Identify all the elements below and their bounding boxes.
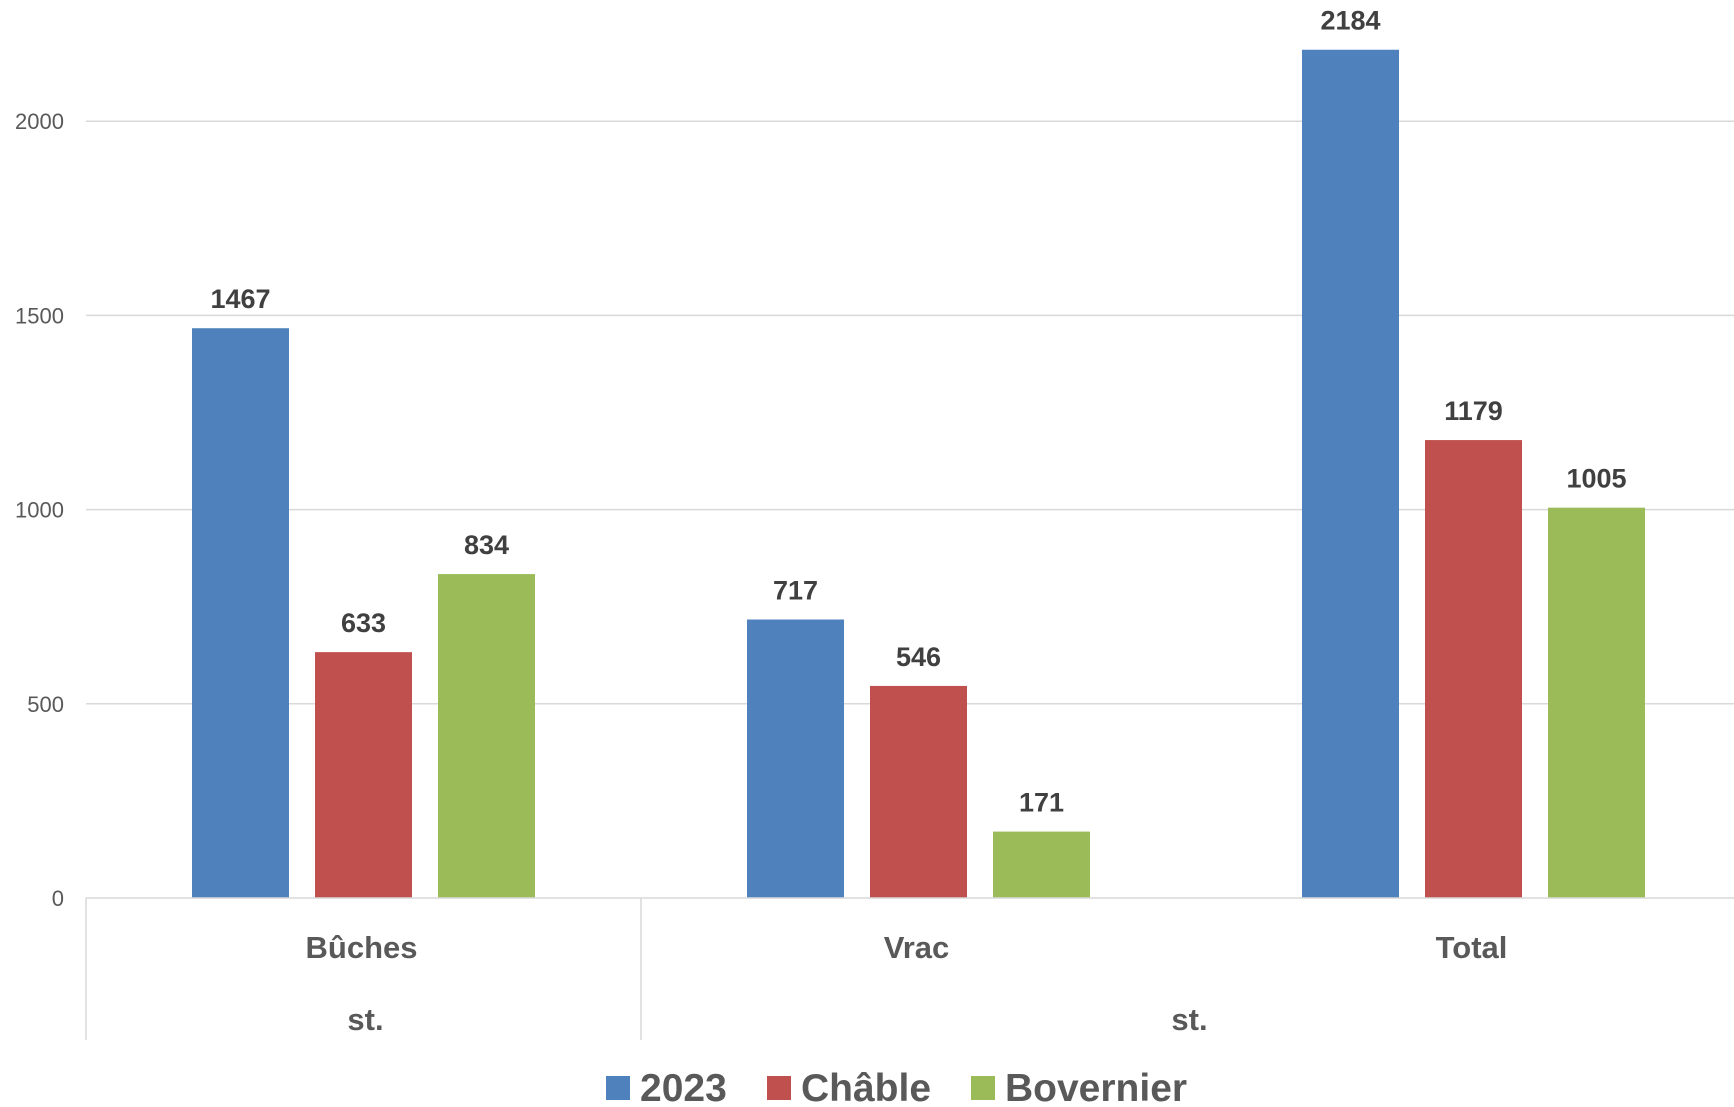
legend-label: Bovernier (1005, 1067, 1187, 1107)
y-axis-ticks: 0 500 1000 1500 2000 (15, 109, 64, 911)
bar (1302, 49, 1399, 899)
x-axis (85, 897, 1734, 1040)
data-label: 546 (896, 642, 941, 672)
legend-item[interactable]: 2023 (606, 1067, 727, 1107)
legend-swatch (767, 1076, 791, 1100)
y-tick-label: 2000 (15, 109, 64, 134)
category-labels: Bûches Vrac Total st. st. (306, 930, 1508, 1037)
bar (993, 831, 1090, 898)
legend-label: 2023 (640, 1067, 727, 1107)
x-group-label: st. (1171, 1002, 1207, 1037)
bar (192, 328, 289, 899)
y-tick-label: 1000 (15, 498, 64, 523)
y-tick-label: 500 (27, 692, 64, 717)
data-label: 2184 (1320, 6, 1380, 36)
data-label: 171 (1019, 788, 1064, 818)
bars (192, 49, 1645, 899)
x-tick-label: Vrac (884, 930, 950, 965)
x-group-label: st. (347, 1002, 383, 1037)
bar (747, 619, 844, 898)
legend-label: Châble (801, 1067, 931, 1107)
bar (438, 574, 535, 898)
data-label: 1005 (1566, 464, 1626, 494)
data-label: 1467 (210, 284, 270, 314)
legend-item[interactable]: Châble (767, 1067, 931, 1107)
legend-swatch (971, 1076, 995, 1100)
y-tick-label: 1500 (15, 303, 64, 328)
x-tick-label: Bûches (306, 930, 418, 965)
legend[interactable]: 2023 Châble Bovernier (606, 1067, 1187, 1107)
data-labels: 1467 633 834 717 546 171 2184 1179 1005 (210, 6, 1626, 818)
bar (1548, 507, 1645, 898)
legend-swatch (606, 1076, 630, 1100)
legend-item[interactable]: Bovernier (971, 1067, 1187, 1107)
data-label: 1179 (1444, 396, 1503, 426)
data-label: 717 (773, 576, 818, 606)
data-label: 834 (464, 530, 509, 560)
bar (870, 685, 967, 898)
x-tick-label: Total (1436, 930, 1508, 965)
bar (315, 652, 412, 898)
y-tick-label: 0 (52, 886, 64, 911)
bar (1425, 440, 1522, 898)
data-label: 633 (341, 608, 386, 638)
